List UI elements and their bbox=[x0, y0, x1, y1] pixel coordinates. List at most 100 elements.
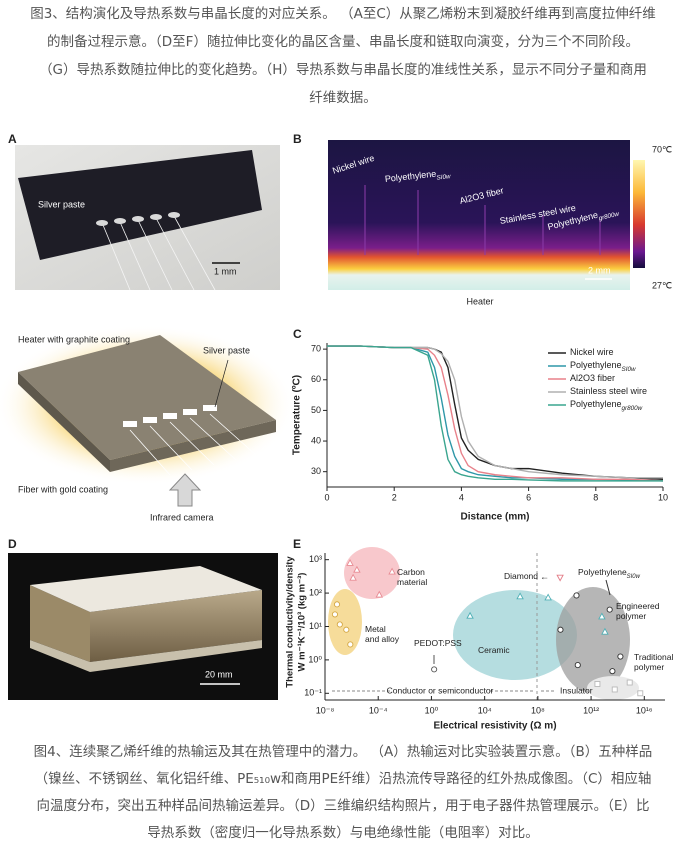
x-axis-label: Distance (mm) bbox=[461, 512, 530, 523]
wire-label-sub: SI0w bbox=[436, 173, 451, 181]
colorbar-label: 27℃ bbox=[652, 280, 672, 290]
point bbox=[333, 601, 341, 608]
point bbox=[349, 573, 357, 581]
x-tick-label: 6 bbox=[526, 492, 531, 502]
series-label: Diamond bbox=[504, 571, 538, 581]
panel-label: B bbox=[293, 132, 302, 146]
point bbox=[388, 567, 396, 575]
y-axis-label: W m⁻¹K⁻¹/10³ (kg m⁻³) bbox=[297, 573, 308, 672]
caption-line: 纤维数据。 bbox=[309, 90, 377, 106]
photo-a bbox=[15, 145, 280, 291]
legend-label-sub: gr800w bbox=[622, 405, 643, 412]
point bbox=[609, 668, 616, 675]
point bbox=[516, 592, 524, 600]
scale-label: 1 mm bbox=[214, 266, 237, 276]
legend-label-main: Stainless steel wire bbox=[570, 386, 647, 396]
x-tick-label: 10¹⁶ bbox=[636, 705, 653, 715]
annotation: Silver paste bbox=[38, 199, 85, 209]
scale-label: 2 mm bbox=[588, 265, 611, 275]
caption-line: 导热系数（密度归一化导热系数）与电绝缘性能（电阻率）对比。 bbox=[147, 824, 539, 841]
y-tick-label: 70 bbox=[311, 344, 321, 354]
setup-schematic bbox=[0, 325, 295, 507]
x-tick-label: 10 bbox=[658, 492, 668, 502]
series-label-sub: SI0w bbox=[627, 574, 641, 580]
panel-label: E bbox=[293, 537, 301, 551]
region-shapes bbox=[328, 547, 639, 700]
annotation: Heater with graphite coating bbox=[18, 334, 130, 344]
legend-label-main: Al2O3 fiber bbox=[570, 373, 615, 383]
x-tick-label: 4 bbox=[459, 492, 464, 502]
point bbox=[375, 590, 384, 598]
point bbox=[594, 681, 601, 687]
legend-label-sub: SI0w bbox=[622, 366, 636, 373]
point bbox=[556, 574, 564, 582]
legend-label: Stainless steel wire bbox=[570, 386, 647, 396]
series-label: Metal and alloy bbox=[365, 624, 400, 644]
series-label: Traditional polymer bbox=[634, 652, 673, 672]
series-label: Ceramic bbox=[478, 645, 510, 655]
series-label: Carbon material bbox=[397, 567, 427, 587]
legend-label-main: Polyethylene bbox=[570, 399, 622, 409]
annotation: Infrared camera bbox=[150, 512, 214, 522]
panel-label: C bbox=[293, 327, 302, 341]
x-tick-label: 0 bbox=[324, 492, 329, 502]
y-tick-label: 50 bbox=[311, 405, 321, 415]
point bbox=[598, 612, 606, 620]
series-label-main: Ceramic bbox=[478, 645, 510, 655]
legend-label: Al2O3 fiber bbox=[570, 373, 615, 383]
x-tick-label: 10⁻⁴ bbox=[369, 705, 388, 715]
point bbox=[544, 593, 552, 601]
legend-label-main: Nickel wire bbox=[570, 347, 614, 357]
y-tick-label: 10¹ bbox=[309, 621, 322, 631]
line-series bbox=[327, 345, 663, 482]
point bbox=[431, 666, 438, 673]
wire-label-sub: gr800w bbox=[598, 210, 620, 222]
thermal-image bbox=[328, 140, 645, 290]
x-tick-label: 2 bbox=[392, 492, 397, 502]
series-label-main: Polyethylene bbox=[578, 567, 627, 577]
legend-label: Nickel wire bbox=[570, 347, 614, 357]
series-label-main: PEDOT:PSS bbox=[414, 638, 462, 648]
panel-label: D bbox=[8, 537, 17, 551]
x-axis-label: Electrical resistivity (Ω m) bbox=[433, 721, 556, 732]
y-tick-label: 60 bbox=[311, 374, 321, 384]
y-tick-label: 30 bbox=[311, 466, 321, 476]
point bbox=[466, 611, 474, 619]
y-tick-label: 10² bbox=[309, 587, 322, 597]
point bbox=[353, 565, 361, 573]
y-tick-label: 10⁻¹ bbox=[304, 688, 322, 698]
annotation: Heater bbox=[466, 296, 493, 306]
point bbox=[617, 653, 624, 660]
y-tick-label: 40 bbox=[311, 435, 321, 445]
caption-line: （镍丝、不锈钢丝、氧化铝纤维、PE₅₁₀w和商用PE纤维）沿热流传导路径的红外热… bbox=[35, 770, 652, 787]
photo-d bbox=[8, 553, 278, 700]
point bbox=[557, 626, 564, 633]
y-axis-label: Temperature (ºC) bbox=[292, 375, 303, 455]
panel-label: A bbox=[8, 132, 17, 146]
series-label: PolyethyleneSI0w bbox=[578, 567, 641, 579]
point bbox=[637, 690, 644, 697]
point bbox=[573, 592, 580, 599]
point bbox=[347, 641, 354, 648]
x-tick-label: 10⁻⁸ bbox=[316, 705, 335, 715]
caption-line: 图4、连续聚乙烯纤维的热输运及其在热管理中的潜力。 （A）热输运对比实验装置示意… bbox=[34, 743, 653, 760]
point bbox=[606, 606, 613, 613]
point bbox=[343, 626, 350, 633]
annotation: Engineered polymer bbox=[616, 601, 660, 621]
caption-line: 向温度分布，突出五种样品间热输运差异。（D）三维编织结构照片，用于电子器件热管理… bbox=[37, 798, 650, 814]
point bbox=[601, 627, 609, 635]
scale-label: 20 mm bbox=[205, 669, 233, 679]
legend-label: Polyethylenegr800w bbox=[570, 399, 643, 411]
point bbox=[574, 662, 581, 669]
series-label-main: Diamond bbox=[504, 571, 538, 581]
point bbox=[336, 621, 343, 628]
arrow: ← bbox=[540, 571, 549, 581]
annotation: Silver paste bbox=[203, 345, 250, 355]
y-axis-label: Thermal conductivity/density bbox=[285, 556, 296, 688]
caption-line: 的制备过程示意。（D至F）随拉伸比变化的晶区含量、串晶长度和链取向演变，分为三个… bbox=[47, 33, 639, 50]
y-tick-label: 10⁰ bbox=[308, 654, 322, 664]
x-tick-label: 10⁴ bbox=[478, 705, 492, 715]
caption-line: 图3、结构演化及导热系数与串晶长度的对应关系。 （A至C）从聚乙烯粉末到凝胶纤维… bbox=[30, 5, 656, 22]
series-label: PEDOT:PSS bbox=[414, 638, 462, 648]
caption-line: （G）导热系数随拉伸比的变化趋势。（H）导热系数与串晶长度的准线性关系，显示不同… bbox=[39, 62, 647, 78]
